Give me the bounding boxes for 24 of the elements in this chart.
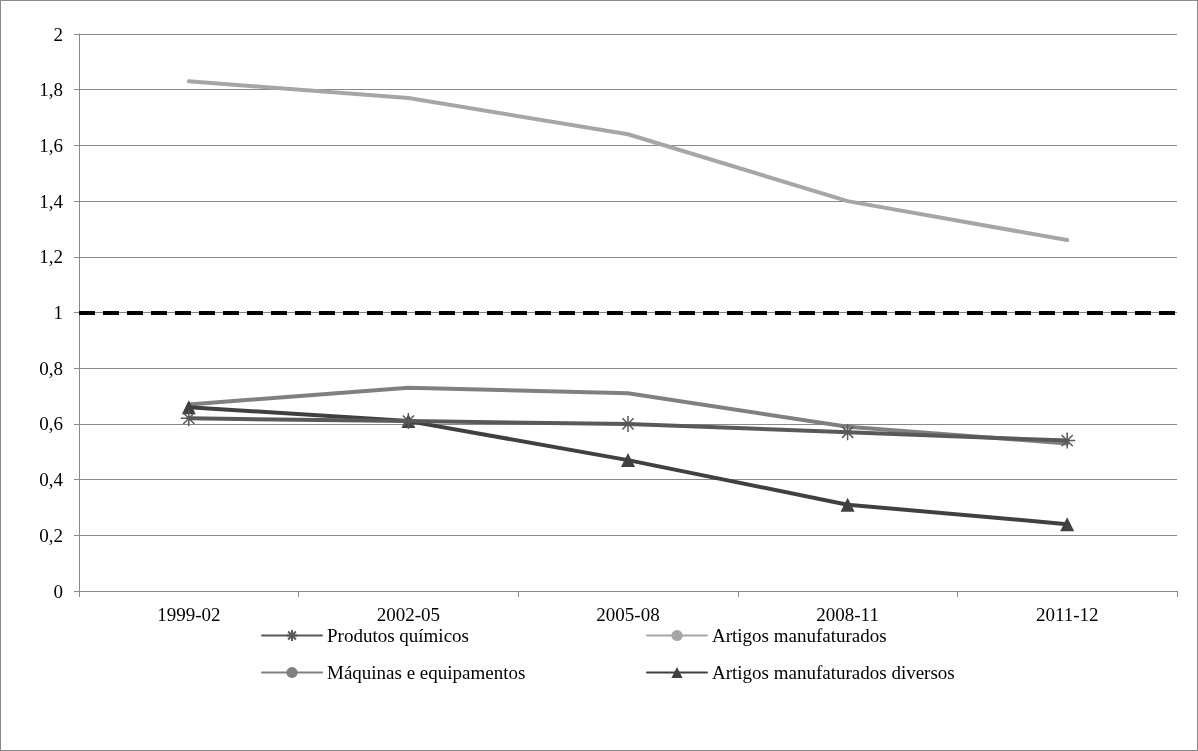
y-tick-label: 0,4 bbox=[39, 469, 64, 491]
x-tick-label: 2008-11 bbox=[816, 604, 879, 625]
line-series bbox=[186, 79, 1070, 243]
legend-label: Máquinas e equipamentos bbox=[327, 662, 526, 683]
y-tick-label: 2 bbox=[53, 23, 63, 45]
legend-label: Artigos manufaturados diversos bbox=[712, 662, 955, 683]
y-tick-label: 0,8 bbox=[39, 357, 63, 379]
legend-label: Artigos manufaturados bbox=[712, 625, 887, 646]
y-tick-label: 1 bbox=[53, 302, 63, 323]
y-tick-label: 1,8 bbox=[39, 79, 63, 101]
y-tick-label: 1,2 bbox=[39, 246, 63, 268]
x-tick-label: 1999-02 bbox=[157, 604, 221, 625]
y-tick-label: 0,2 bbox=[39, 524, 63, 546]
y-tick-label: 1,4 bbox=[39, 190, 64, 212]
y-tick-label: 0,6 bbox=[39, 413, 63, 435]
point bbox=[1060, 517, 1075, 532]
point bbox=[840, 497, 855, 512]
legend-label: Produtos químicos bbox=[327, 625, 469, 646]
point bbox=[621, 453, 635, 468]
y-tick-label: 0 bbox=[53, 580, 63, 602]
y-tick-label: 1,6 bbox=[39, 134, 63, 156]
x-tick-label: 2005-08 bbox=[596, 604, 660, 625]
x-tick-label: 2011-12 bbox=[1035, 604, 1099, 625]
x-tick-label: 2002-05 bbox=[376, 604, 441, 625]
